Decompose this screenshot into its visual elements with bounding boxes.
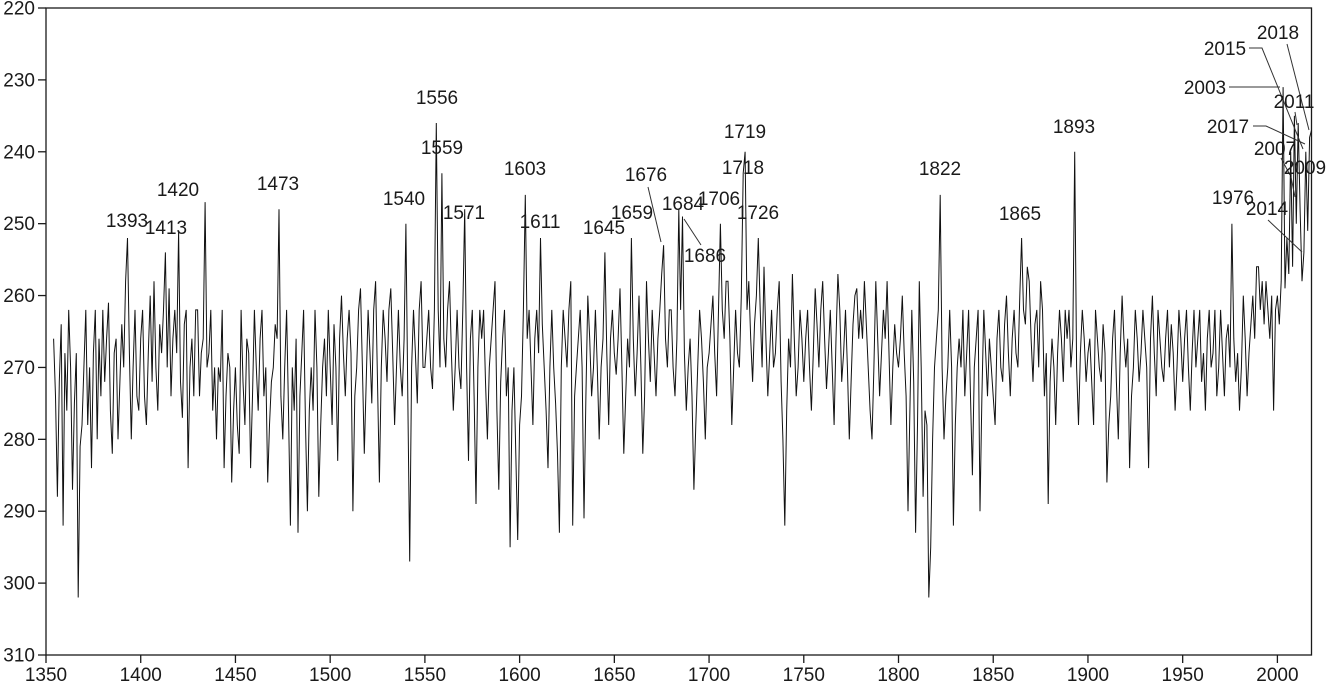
annotation-year-label-1684: 1684 [662,194,705,215]
annotation-year-label-1976: 1976 [1212,188,1254,209]
annotation-leader-line-2015 [1249,47,1304,150]
annotation-year-label-1571: 1571 [443,203,485,224]
x-axis-tick-label: 1400 [120,665,162,686]
annotation-year-label-2017: 2017 [1207,117,1249,138]
annotation-year-label-2015: 2015 [1204,39,1246,60]
annotation-year-label-1559: 1559 [421,138,463,159]
harvest-date-series-line [53,87,1312,598]
annotation-year-label-1686: 1686 [684,246,726,267]
x-axis-tick-label: 1700 [688,665,730,686]
x-axis-tick-label: 2000 [1256,665,1298,686]
annotation-year-label-2014: 2014 [1246,199,1289,220]
x-axis-tick-label: 1850 [972,665,1014,686]
x-axis-tick-label: 1950 [1162,665,1204,686]
annotation-year-label-1706: 1706 [698,189,740,210]
annotation-year-label-1676: 1676 [625,165,667,186]
x-axis-tick-label: 1650 [593,665,635,686]
annotation-year-label-2007: 2007 [1254,139,1296,160]
annotation-year-label-1865: 1865 [999,204,1041,225]
y-axis-tick-label: 240 [3,142,35,163]
x-axis-tick-label: 1550 [404,665,446,686]
x-axis-tick-label: 1350 [25,665,67,686]
plot-border [45,7,1313,656]
x-axis-tick-label: 1500 [309,665,351,686]
y-axis-tick-label: 270 [3,358,35,379]
annotation-leader-line-2009 [1290,176,1296,198]
y-axis-tick-label: 250 [3,214,35,235]
y-axis-tick-label: 260 [3,286,35,307]
y-axis-tick-label: 310 [3,646,35,667]
annotation-year-label-1413: 1413 [145,218,187,239]
annotation-year-label-1556: 1556 [416,88,458,109]
x-axis-tick-label: 1800 [877,665,919,686]
annotation-year-label-1540: 1540 [383,189,425,210]
annotation-year-label-1420: 1420 [157,180,199,201]
annotation-year-label-1603: 1603 [504,159,546,180]
annotation-year-label-1719: 1719 [724,122,766,143]
y-axis-tick-label: 220 [3,0,35,20]
y-axis-tick-label: 280 [3,430,35,451]
x-axis-tick-label: 1900 [1067,665,1109,686]
annotation-leader-line-2014 [1267,219,1303,253]
annotation-year-label-1473: 1473 [257,174,299,195]
annotation-leader-line-2017 [1253,125,1306,145]
annotation-year-label-2018: 2018 [1257,23,1299,44]
y-axis-tick-label: 300 [3,574,35,595]
annotation-year-label-1645: 1645 [583,218,625,239]
annotation-leader-line-2011 [1294,111,1298,126]
annotation-year-label-1659: 1659 [611,203,653,224]
annotation-leader-line-2018 [1286,43,1310,131]
annotation-year-label-1718: 1718 [722,158,764,179]
annotation-year-label-2009: 2009 [1284,158,1326,179]
annotation-year-label-1893: 1893 [1053,117,1095,138]
annotation-leader-line-1676 [647,186,662,243]
y-axis-tick-label: 290 [3,502,35,523]
annotation-year-label-1611: 1611 [520,212,561,233]
x-axis-tick-label: 1450 [214,665,256,686]
x-axis-tick-label: 1600 [498,665,540,686]
y-axis-tick-label: 230 [3,70,35,91]
x-axis-tick-label: 1750 [783,665,825,686]
annotation-year-label-1726: 1726 [737,203,779,224]
annotation-year-label-2003: 2003 [1184,78,1226,99]
annotation-year-label-1822: 1822 [919,159,961,180]
annotation-year-label-2011: 2011 [1274,92,1315,113]
annotation-leader-line-2007 [1280,157,1291,176]
annotation-year-label-1393: 1393 [106,211,148,232]
annotation-leader-line-1686 [683,218,702,246]
